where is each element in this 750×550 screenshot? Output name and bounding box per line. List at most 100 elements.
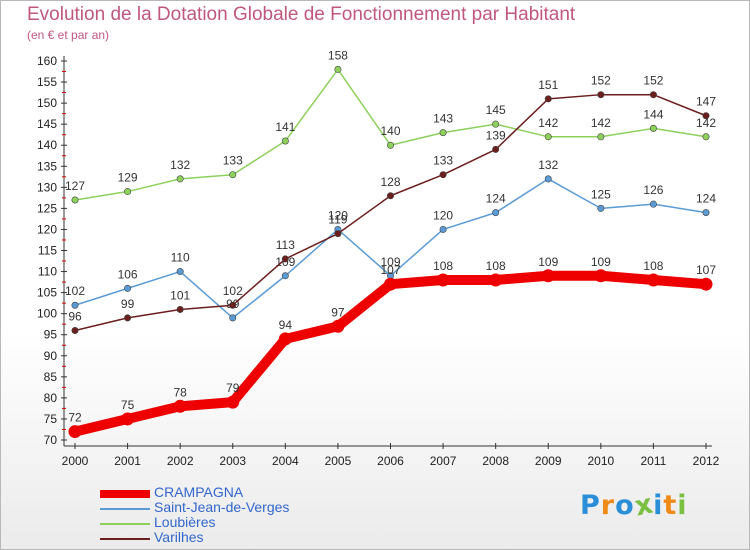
data-label: 119 — [328, 213, 347, 227]
data-point — [646, 273, 660, 287]
data-point — [699, 277, 713, 291]
y-tick-label: 70 — [44, 433, 58, 447]
data-label: 142 — [696, 116, 716, 130]
data-label: 102 — [223, 284, 243, 298]
data-label: 142 — [591, 116, 611, 130]
y-tick-label: 135 — [37, 159, 57, 173]
data-label: 101 — [170, 288, 190, 302]
data-label: 79 — [226, 381, 240, 395]
chart-title: Evolution de la Dotation Globale de Fonc… — [27, 4, 576, 25]
data-point — [71, 301, 79, 309]
legend-label: CRAMPAGNA — [154, 484, 244, 500]
data-label: 78 — [173, 385, 187, 399]
series-crampagna: 72 75 78 79 94 97 107 108 108 109 109 108 107 — [68, 255, 716, 439]
data-point — [281, 272, 289, 280]
data-point — [544, 175, 552, 183]
data-label: 109 — [591, 255, 611, 269]
data-label: 133 — [223, 154, 243, 168]
data-label: 97 — [331, 305, 345, 319]
y-tick-label: 130 — [37, 180, 57, 194]
logo-letter: o — [615, 490, 635, 521]
legend-label: Saint-Jean-de-Verges — [154, 499, 290, 515]
series-loubi-res: 127 129 132 133 141 158 140 143 145 142 142 144 142 — [65, 48, 716, 204]
y-tick-label: 125 — [37, 201, 57, 215]
data-point — [124, 284, 132, 292]
data-label: 75 — [121, 398, 135, 412]
data-point — [649, 91, 657, 99]
data-label: 144 — [643, 107, 663, 121]
series-saint-jean-de-verges: 102 106 110 99 109 120 109 120 124 132 125 126 124 — [65, 158, 716, 322]
data-point — [492, 209, 500, 217]
data-label: 109 — [538, 255, 558, 269]
data-label: 113 — [276, 238, 295, 252]
y-tick-label: 80 — [44, 391, 58, 405]
logo-letter: r — [600, 490, 616, 521]
data-point — [436, 273, 450, 287]
data-point — [68, 425, 82, 439]
data-point — [331, 319, 345, 333]
y-tick-label: 120 — [37, 222, 57, 236]
data-point — [384, 277, 397, 291]
x-tick-label: 2010 — [587, 454, 614, 468]
data-label: 152 — [591, 74, 611, 88]
y-tick-label: 105 — [37, 286, 57, 300]
data-label: 139 — [486, 128, 506, 142]
series-varilhes: 96 99 101 102 113 119 128 133 139 151 152 152 147 — [68, 74, 716, 335]
x-tick-label: 2011 — [641, 454, 667, 468]
y-tick-label: 85 — [44, 370, 58, 384]
data-label: 151 — [538, 78, 558, 92]
x-tick-label: 2007 — [430, 454, 457, 468]
data-point — [278, 332, 292, 346]
data-label: 128 — [380, 175, 400, 189]
data-point — [702, 209, 710, 217]
y-tick-label: 150 — [37, 96, 57, 110]
y-tick-label: 160 — [37, 54, 57, 68]
x-tick-label: 2002 — [167, 454, 194, 468]
data-label: 96 — [68, 310, 82, 324]
data-label: 94 — [279, 318, 293, 332]
data-point — [702, 112, 710, 120]
data-label: 124 — [486, 192, 506, 206]
x-tick-label: 2004 — [272, 454, 299, 468]
legend-swatch — [100, 523, 150, 525]
data-point — [597, 133, 605, 141]
data-point — [281, 255, 289, 263]
data-label: 106 — [118, 267, 138, 281]
y-tick-label: 90 — [44, 349, 58, 363]
data-label: 108 — [433, 259, 453, 273]
logo-letter: t — [663, 490, 678, 521]
data-point — [173, 399, 187, 413]
data-label: 110 — [171, 251, 190, 265]
data-label: 133 — [433, 154, 453, 168]
x-tick-label: 2012 — [693, 454, 720, 468]
y-tick-label: 75 — [44, 412, 58, 426]
y-tick-label: 115 — [38, 244, 57, 258]
data-label: 127 — [65, 179, 85, 193]
data-label: 152 — [643, 74, 663, 88]
data-label: 126 — [643, 183, 663, 197]
data-point — [544, 95, 552, 103]
data-label: 158 — [328, 48, 348, 62]
data-point — [281, 137, 289, 145]
data-label: 140 — [380, 124, 400, 138]
y-tick-label: 95 — [44, 328, 58, 342]
data-label: 125 — [591, 187, 611, 201]
legend-label: Loubières — [154, 514, 216, 530]
data-point — [176, 268, 184, 276]
data-point — [334, 65, 342, 73]
data-point — [386, 192, 394, 200]
data-point — [176, 305, 184, 313]
x-tick-label: 2001 — [114, 454, 141, 468]
legend-swatch — [100, 508, 150, 510]
y-tick-label: 140 — [37, 138, 57, 152]
logo-letter: i — [677, 490, 688, 521]
data-label: 147 — [696, 95, 716, 109]
data-label: 145 — [486, 103, 506, 117]
data-label: 120 — [328, 208, 348, 222]
logo-letter: i — [653, 490, 664, 521]
x-tick-label: 2008 — [482, 454, 509, 468]
y-tick-label: 110 — [38, 265, 57, 279]
data-point — [439, 171, 447, 179]
data-label: 141 — [275, 120, 295, 134]
